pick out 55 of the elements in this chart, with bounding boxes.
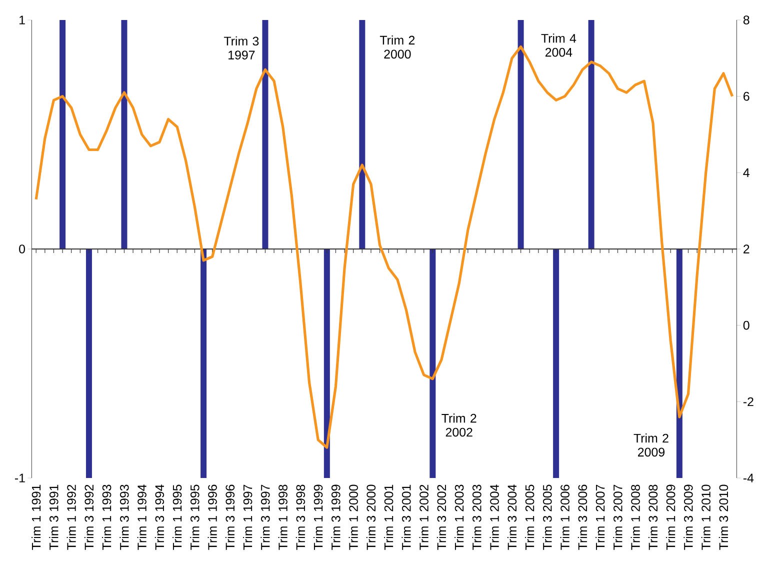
x-tick-label: Trim 1 1996 [208, 484, 217, 550]
y2-tick-label: -2 [743, 397, 754, 406]
x-tick-label: Trim 1 1997 [243, 484, 252, 550]
annotation: Trim 2 2009 [634, 433, 668, 457]
x-tick-label: Trim 3 2009 [684, 484, 693, 550]
x-tick-label: Trim 1 2009 [666, 484, 676, 550]
x-tick-label: Trim 1 2000 [348, 484, 358, 550]
x-tick-label: Trim 1 1994 [137, 484, 146, 550]
annotation: Trim 3 1997 [224, 36, 259, 60]
y-tick-label: -1 [14, 474, 25, 482]
x-tick-label: Trim 3 2008 [648, 484, 658, 550]
x-tick-label: Trim 3 2000 [366, 484, 376, 550]
x-tick-label: Trim 1 1999 [314, 484, 323, 550]
x-tick-label: Trim 1 1992 [66, 484, 76, 550]
x-tick-label: Trim 1 1991 [32, 484, 41, 550]
x-tick-label: Trim 3 2002 [436, 484, 446, 550]
y-tick-label: 1 [20, 16, 25, 24]
x-tick-label: Trim 1 2003 [454, 484, 464, 550]
x-tick-label: Trim 1 2002 [419, 484, 428, 550]
x-tick-label: Trim 3 2006 [578, 484, 588, 550]
annotation: Trim 2 2000 [380, 35, 415, 59]
y2-tick-label: -4 [743, 474, 754, 482]
x-tick-label: Trim 1 2007 [596, 484, 605, 550]
x-tick-label: Trim 1 2005 [525, 484, 534, 550]
x-tick-label: Trim 3 1996 [225, 484, 235, 550]
x-tick-label: Trim 3 2010 [718, 484, 728, 550]
x-tick-label: Trim 3 2004 [507, 484, 517, 550]
x-tick-label: Trim 3 1992 [84, 484, 94, 550]
x-tick-label: Trim 1 1995 [172, 484, 182, 550]
x-tick-label: Trim 3 2003 [472, 484, 482, 550]
x-tick-label: Trim 1 2004 [490, 484, 499, 550]
x-tick-label: Trim 1 2008 [630, 484, 640, 550]
x-tick-label: Trim 1 1998 [278, 484, 288, 550]
y2-tick-label: 6 [744, 92, 750, 101]
x-tick-label: Trim 3 1995 [190, 484, 200, 550]
x-tick-label: Trim 3 1993 [120, 484, 129, 550]
x-tick-label: Trim 3 1994 [154, 484, 164, 550]
x-tick-label: Trim 1 2001 [384, 484, 394, 550]
y-tick-label: 0 [19, 244, 26, 254]
x-tick-label: Trim 1 1993 [102, 484, 112, 550]
x-tick-label: Trim 1 2006 [560, 484, 570, 550]
y2-tick-label: 2 [744, 244, 750, 254]
x-tick-label: Trim 3 1998 [296, 484, 306, 550]
x-tick-label: Trim 3 2005 [542, 484, 552, 550]
y2-tick-label: 8 [743, 16, 750, 24]
annotation: Trim 4 2004 [541, 34, 576, 57]
x-tick-label: Trim 3 1997 [260, 484, 270, 550]
x-tick-label: Trim 3 2007 [613, 484, 622, 550]
y2-tick-label: 0 [743, 320, 750, 330]
x-tick-label: Trim 1 2010 [701, 484, 710, 550]
y2-tick-label: 4 [743, 168, 750, 177]
annotation: Trim 2 2002 [442, 414, 476, 437]
x-tick-label: Trim 3 1999 [331, 484, 340, 550]
x-tick-label: Trim 3 1991 [49, 484, 58, 550]
x-tick-label: Trim 3 2001 [402, 484, 411, 550]
